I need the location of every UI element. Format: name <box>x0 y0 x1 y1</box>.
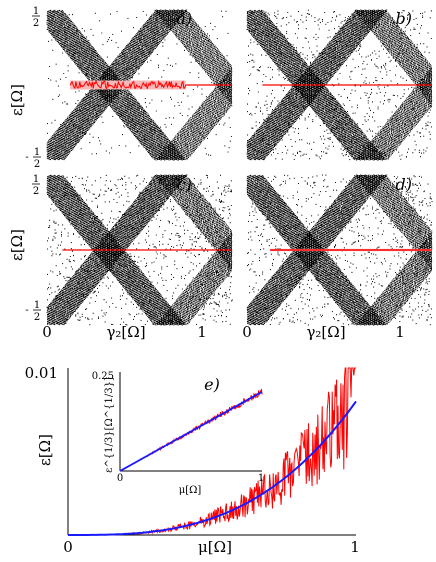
x-tick-0-c: 0 <box>42 323 52 341</box>
panel-label-e: e) <box>204 375 220 394</box>
y-tick-bottom-c: - 1 2 <box>25 300 41 323</box>
e-y-axis-label: ε[Ω] <box>36 434 54 466</box>
inset-y-tick-top: 0.25 <box>92 371 114 382</box>
band-dots <box>46 174 233 326</box>
svg-text:1: 1 <box>33 174 39 185</box>
svg-text:-: - <box>25 152 28 163</box>
panel-b <box>246 9 433 161</box>
panel-d <box>246 174 433 326</box>
inset-y-axis-label: ε^{1/3}[Ω^{1/3}] <box>104 377 115 473</box>
inset-blue-series <box>119 391 263 472</box>
e-x-tick-1: 1 <box>350 538 360 556</box>
x-tick-1-d: 1 <box>395 323 405 341</box>
x-axis-label-d: γ₂[Ω] <box>306 323 345 341</box>
panel-label-b: b) <box>396 9 412 28</box>
band-dots <box>246 174 433 326</box>
svg-text:2: 2 <box>33 18 39 29</box>
svg-text:1: 1 <box>33 6 39 17</box>
inset-x-axis-label: μ[Ω] <box>179 485 202 496</box>
svg-text:1: 1 <box>34 147 40 158</box>
panel-label-d: d) <box>396 175 412 194</box>
svg-text:2: 2 <box>33 186 39 197</box>
y-axis-label-middle: ε[Ω] <box>8 229 26 261</box>
inset-x-tick-1: 1 <box>258 473 264 484</box>
x-axis-label-c: γ₂[Ω] <box>106 323 145 341</box>
e-x-tick-0: 0 <box>63 538 73 556</box>
x-tick-1-c: 1 <box>197 323 207 341</box>
panel-c <box>46 174 233 326</box>
inset-plot <box>119 372 263 472</box>
y-tick-top-a: 1 2 <box>32 6 40 29</box>
y-axis-label-top: ε[Ω] <box>8 84 26 116</box>
panel-label-a: a) <box>176 9 192 28</box>
e-x-axis-label: μ[Ω] <box>198 538 232 556</box>
x-tick-0-d: 0 <box>242 323 252 341</box>
y-tick-bottom-a: - 1 2 <box>25 147 41 170</box>
panel-label-c: c) <box>177 175 192 194</box>
svg-text:2: 2 <box>34 159 40 170</box>
e-y-tick-top: 0.01 <box>25 364 58 382</box>
gap-line <box>270 248 432 252</box>
y-tick-top-c: 1 2 <box>32 174 40 197</box>
svg-text:-: - <box>25 305 28 316</box>
panel-a <box>46 9 233 161</box>
panel-e <box>67 367 357 536</box>
e-blue-series <box>68 400 357 536</box>
inset-x-tick-0: 0 <box>117 473 123 484</box>
svg-text:2: 2 <box>34 312 40 323</box>
svg-text:1: 1 <box>34 300 40 311</box>
gap-line <box>69 79 232 90</box>
